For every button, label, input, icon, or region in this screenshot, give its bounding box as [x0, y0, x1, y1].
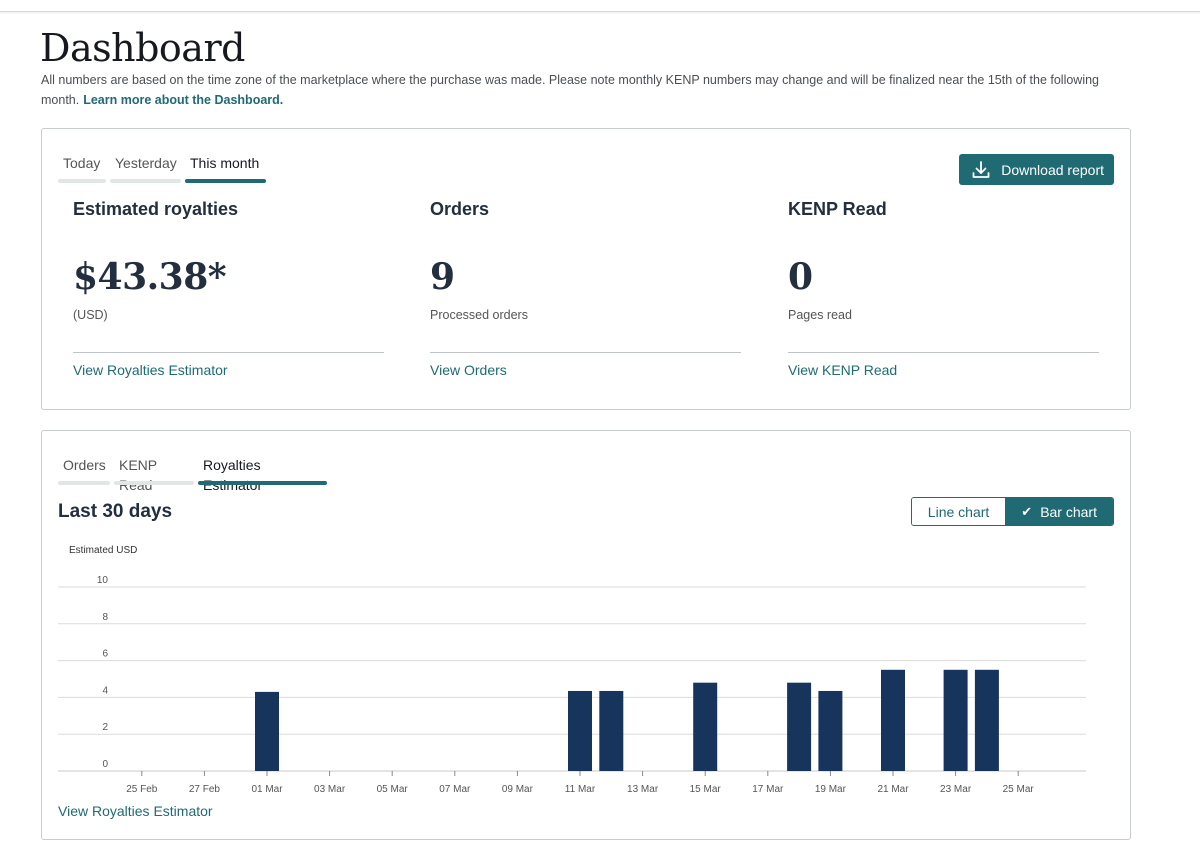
metric-sub: (USD) — [73, 308, 108, 322]
download-report-button[interactable]: Download report — [959, 154, 1114, 185]
view-orders-link[interactable]: View Orders — [430, 362, 507, 378]
chart-card: Orders KENP Read Royalties Estimator Las… — [41, 430, 1131, 840]
divider — [788, 352, 1099, 353]
x-tick-label: 27 Feb — [189, 784, 221, 795]
y-tick-label: 4 — [102, 685, 108, 696]
divider — [73, 352, 384, 353]
tab-kenp-read[interactable]: KENP Read — [114, 455, 194, 493]
x-tick-label: 09 Mar — [502, 784, 534, 795]
x-tick-label: 01 Mar — [251, 784, 283, 795]
metric-value: 0 — [788, 256, 813, 298]
download-icon — [972, 160, 990, 178]
tab-orders[interactable]: Orders — [58, 455, 110, 485]
x-tick-label: 15 Mar — [690, 784, 722, 795]
page-title: Dashboard — [40, 26, 245, 70]
y-tick-label: 2 — [102, 722, 108, 733]
line-chart-button[interactable]: Line chart — [911, 498, 1006, 525]
x-tick-label: 13 Mar — [627, 784, 659, 795]
x-tick-label: 17 Mar — [752, 784, 784, 795]
y-tick-label: 6 — [102, 649, 108, 660]
y-axis-label: Estimated USD — [69, 545, 137, 556]
x-tick-label: 05 Mar — [377, 784, 409, 795]
check-icon: ✔ — [1021, 503, 1033, 519]
tab-today[interactable]: Today — [58, 153, 106, 183]
y-tick-label: 0 — [102, 759, 108, 770]
x-tick-label: 25 Mar — [1003, 784, 1035, 795]
x-tick-label: 07 Mar — [439, 784, 471, 795]
tab-yesterday[interactable]: Yesterday — [110, 153, 181, 183]
metric-title: Orders — [430, 199, 490, 219]
x-tick-label: 21 Mar — [877, 784, 909, 795]
view-kenp-read-link[interactable]: View KENP Read — [788, 362, 898, 378]
summary-card: Today Yesterday This month Download repo… — [41, 128, 1131, 410]
bar-12-mar — [599, 690, 624, 771]
chart-type-toggle: Line chart ✔ Bar chart — [910, 497, 1114, 526]
chart-tabs: Orders KENP Read Royalties Estimator — [58, 455, 327, 493]
bar-19-mar — [818, 690, 843, 771]
download-report-label: Download report — [1001, 161, 1104, 178]
page-intro: All numbers are based on the time zone o… — [41, 70, 1121, 110]
period-tabs: Today Yesterday This month — [58, 153, 266, 183]
learn-more-link[interactable]: Learn more about the Dashboard. — [83, 93, 284, 107]
x-tick-label: 23 Mar — [940, 784, 972, 795]
bar-01-mar — [255, 691, 279, 771]
bar-23-mar — [943, 669, 968, 771]
tab-royalties-estimator[interactable]: Royalties Estimator — [198, 455, 327, 493]
royalties-bar-chart: Estimated USD 0 2 4 6 8 10 25 Feb 27 Feb 01 Mar 03… — [58, 545, 1086, 795]
x-tick-label: 19 Mar — [815, 784, 847, 795]
metric-title: KENP Read — [788, 199, 887, 219]
y-tick-label: 8 — [102, 612, 108, 623]
x-tick-label: 25 Feb — [126, 784, 158, 795]
chart-title: Last 30 days — [58, 501, 173, 522]
metric-sub: Pages read — [788, 308, 852, 322]
bar-21-mar — [881, 669, 905, 771]
y-tick-label: 10 — [97, 575, 109, 586]
divider — [430, 352, 741, 353]
metric-estimated-royalties: Estimated royalties $43.38* (USD) View R… — [73, 199, 384, 380]
top-bar — [0, 0, 1200, 12]
metric-sub: Processed orders — [430, 308, 528, 322]
metric-orders: Orders 9 Processed orders View Orders — [430, 199, 741, 380]
metric-value: $43.38* — [73, 256, 227, 298]
metric-title: Estimated royalties — [73, 199, 239, 219]
intro-text: All numbers are based on the time zone o… — [41, 73, 1100, 107]
bar-chart-label: Bar chart — [1040, 503, 1097, 520]
bar-chart-button[interactable]: ✔ Bar chart — [1005, 498, 1113, 525]
tab-this-month[interactable]: This month — [185, 153, 266, 183]
bar-11-mar — [568, 690, 592, 771]
metric-value: 9 — [430, 256, 455, 298]
x-tick-label: 11 Mar — [565, 784, 596, 795]
view-royalties-estimator-link[interactable]: View Royalties Estimator — [58, 803, 213, 819]
bar-15-mar — [693, 682, 718, 771]
bar-18-mar — [787, 682, 812, 771]
view-royalties-estimator-link[interactable]: View Royalties Estimator — [73, 362, 228, 378]
metric-kenp-read: KENP Read 0 Pages read View KENP Read — [788, 199, 1099, 380]
bar-24-mar — [974, 669, 999, 771]
x-tick-label: 03 Mar — [314, 784, 346, 795]
